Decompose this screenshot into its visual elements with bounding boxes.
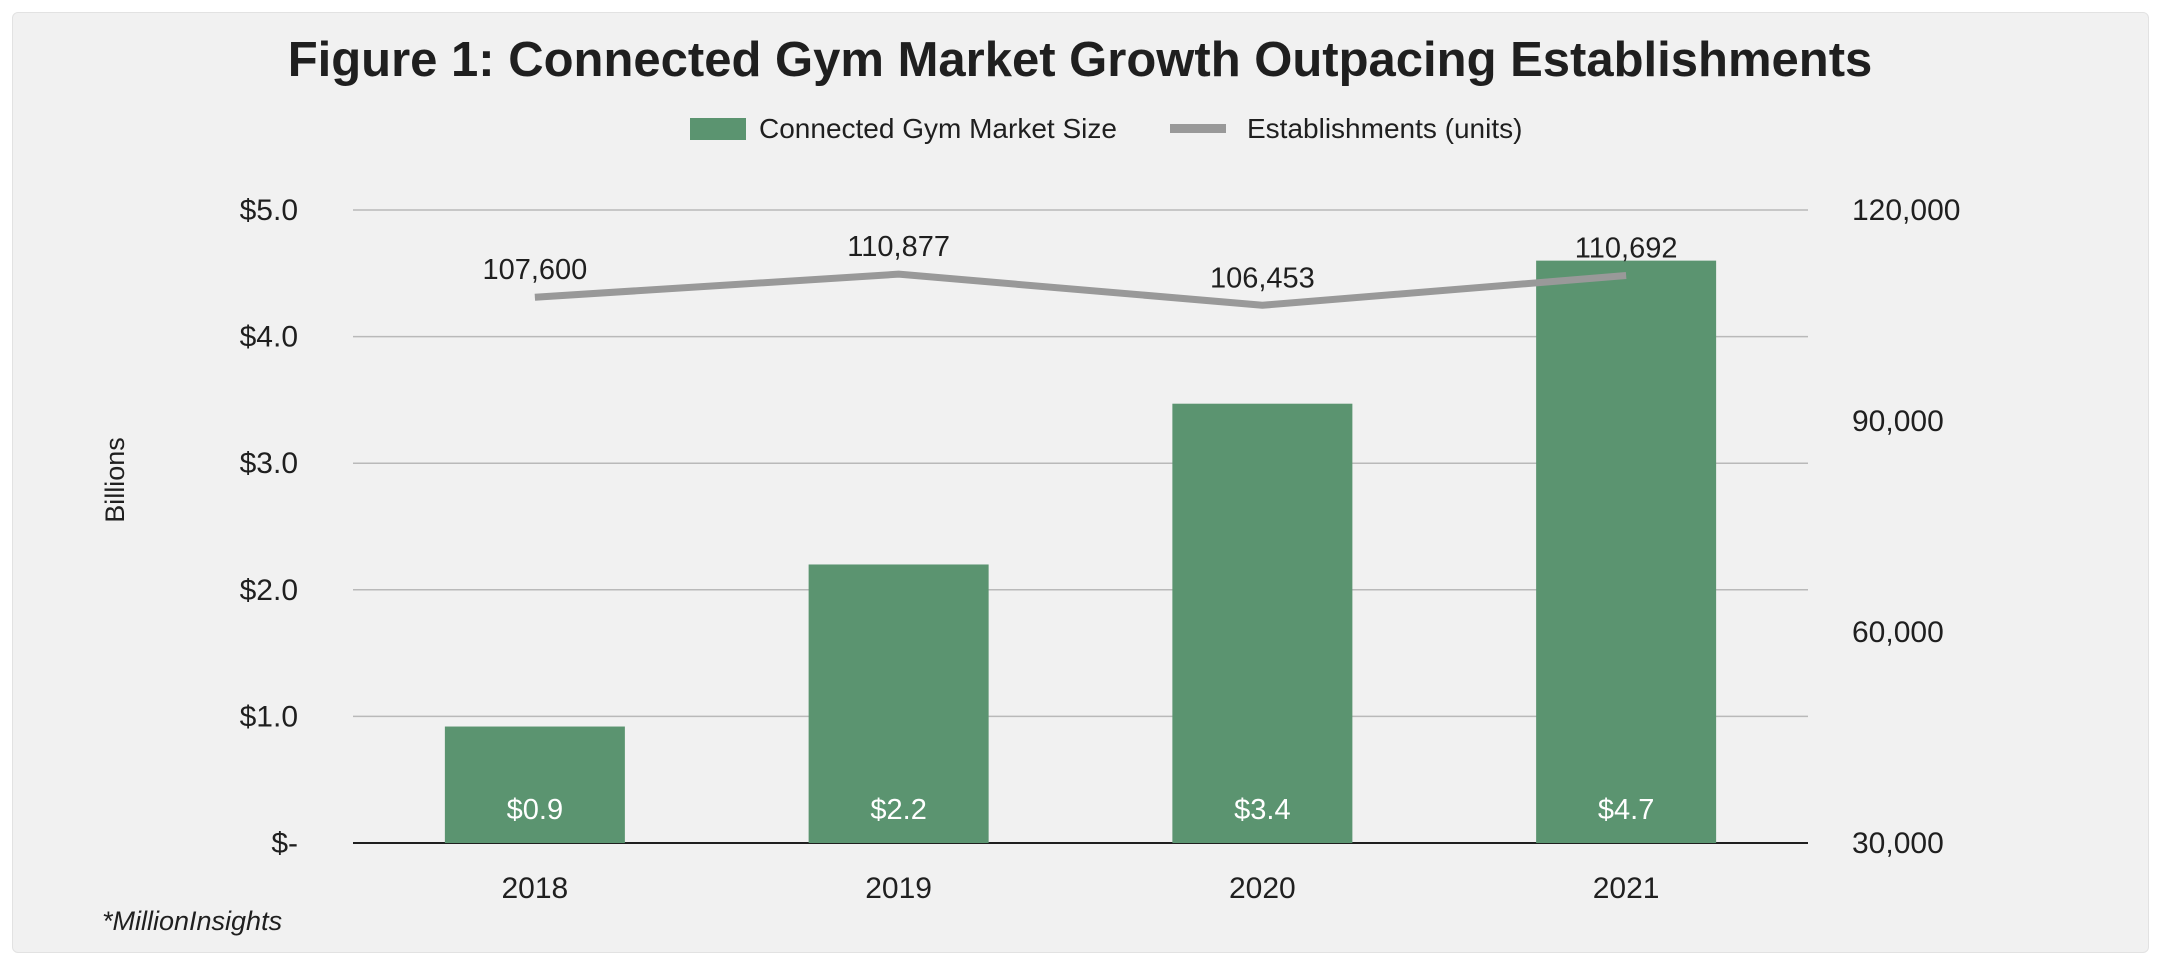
- y-tick-label: $4.0: [240, 321, 298, 354]
- bar-series: $0.9 $2.2 $3.4 $4.7: [444, 260, 1717, 843]
- legend-label-bars: Connected Gym Market Size: [759, 113, 1117, 144]
- y-tick-label: $2.0: [240, 574, 298, 607]
- line-data-label: 110,877: [847, 231, 950, 263]
- bar: [1536, 260, 1717, 843]
- y-tick-label: $3.0: [240, 447, 298, 480]
- y-axis-title: Billions: [100, 437, 130, 523]
- bar: [444, 726, 625, 843]
- y2-tick-label: 60,000: [1852, 616, 1944, 649]
- bar-data-label: $4.7: [1598, 794, 1654, 826]
- line-series: 107,600 110,877 106,453 110,692: [482, 231, 1678, 309]
- bar: [1172, 403, 1353, 843]
- y-tick-label: $5.0: [240, 194, 298, 227]
- bar-data-label: $0.9: [507, 794, 563, 826]
- bar: [808, 564, 989, 843]
- x-tick-label: 2019: [865, 872, 932, 905]
- establishments-line: [534, 270, 1627, 309]
- y2-tick-label: 90,000: [1852, 405, 1944, 438]
- legend-swatch-line: [1170, 124, 1226, 133]
- chart-frame: [12, 12, 2149, 953]
- y-tick-label: $1.0: [240, 700, 298, 733]
- line-data-label: 110,692: [1575, 232, 1678, 264]
- x-tick-label: 2020: [1229, 872, 1296, 905]
- bar-data-label: $3.4: [1234, 794, 1290, 826]
- y2-tick-label: 120,000: [1852, 194, 1960, 227]
- chart-title: Figure 1: Connected Gym Market Growth Ou…: [288, 33, 1873, 87]
- axis-ticks: $- $1.0 $2.0 $3.0 $4.0 $5.0 30,000 60,000 90,000…: [240, 194, 1961, 905]
- y-tick-label: $-: [271, 827, 298, 860]
- line-data-label: 107,600: [482, 254, 587, 286]
- line-data-label: 106,453: [1210, 262, 1315, 294]
- legend-swatch-bars: [690, 118, 746, 140]
- x-tick-label: 2018: [502, 872, 569, 905]
- x-tick-label: 2021: [1593, 872, 1660, 905]
- legend: Connected Gym Market Size Establishments…: [690, 113, 1522, 144]
- legend-label-line: Establishments (units): [1247, 113, 1522, 144]
- source-note: *MillionInsights: [102, 906, 282, 936]
- y2-tick-label: 30,000: [1852, 827, 1944, 860]
- bar-data-label: $2.2: [870, 794, 926, 826]
